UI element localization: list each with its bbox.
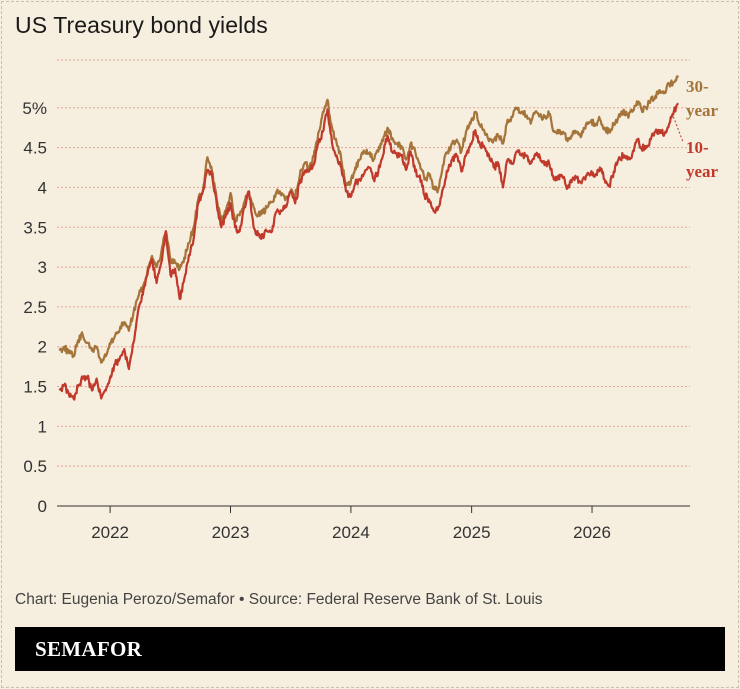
series-lines [58,74,680,401]
source-note: Chart: Eugenia Perozo/Semafor • Source: … [15,591,543,608]
x-tick-label: 2024 [332,523,370,542]
label-10y-line1: 10- [686,138,709,157]
series-labels: 30- year 10- year [671,77,719,181]
label-30y-line2: year [686,101,719,120]
y-tick-label: 3 [38,258,47,277]
y-tick-label: 0.5 [23,457,47,476]
label-10y-leader [671,112,684,143]
gridlines [57,59,690,467]
y-tick-label: 1 [38,417,47,436]
y-tick-label: 2.5 [23,298,47,317]
y-tick-label: 2 [38,338,47,357]
brand-bar: SEMAFOR [15,627,725,671]
y-tick-label: 4.5 [23,139,47,158]
series-line-30-year [58,74,680,364]
y-tick-label: 4 [38,178,47,197]
y-tick-label: 0 [38,497,47,516]
y-tick-label: 1.5 [23,378,47,397]
y-tick-label: 5% [22,99,47,118]
series-line-10-year [58,102,679,401]
x-tick-label: 2022 [91,523,129,542]
x-tick-label: 2026 [573,523,611,542]
label-10y-line2: year [686,162,719,181]
y-tick-label: 3.5 [23,218,47,237]
brand-logo: SEMAFOR [35,637,143,661]
x-tick-label: 2023 [212,523,250,542]
x-tick-label: 2025 [453,523,491,542]
axes: 0 0.5 1 1.5 2 2.5 3 3.5 4 4.5 5% 2022 2023 2024 2025 20… [22,99,690,542]
label-30y-line1: 30- [686,77,709,96]
chart-title: US Treasury bond yields [15,12,268,38]
